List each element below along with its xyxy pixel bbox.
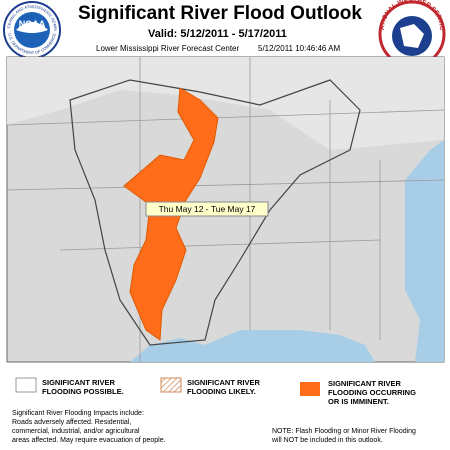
impacts-text: commercial, industrial, and/or agricultu… (12, 428, 140, 435)
legend-text: FLOODING POSSIBLE. (42, 387, 124, 396)
period-label-box (145, 201, 269, 217)
borders (6, 57, 445, 362)
impacts-text: Roads adversely affected. Residential, (12, 419, 132, 426)
legend-text: FLOODING LIKELY. (187, 387, 256, 396)
legend-text: SIGNIFICANT RIVER (328, 379, 401, 388)
center: Lower Mississippi River Forecast Center (96, 44, 240, 53)
legend-swatch-occurring (300, 382, 320, 396)
gulf (130, 330, 375, 362)
legend-text: SIGNIFICANT RIVER (42, 378, 115, 387)
legend-text: FLOODING OCCURRING (328, 388, 416, 397)
impacts-text: areas affected. May require evacuation o… (12, 437, 166, 444)
title: Significant River Flood Outlook (78, 3, 362, 24)
note-text: will NOT be included in this outlook. (272, 437, 383, 444)
legend-text: OR IS IMMINENT. (328, 397, 389, 406)
note-text: NOTE: Flash Flooding or Minor River Floo… (272, 428, 416, 435)
outside-region (7, 57, 444, 150)
map: Thu May 12 - Tue May 17 (6, 56, 445, 363)
legend-text: SIGNIFICANT RIVER (187, 378, 260, 387)
valid: Valid: 5/12/2011 - 5/17/2011 (148, 28, 287, 40)
legend-swatch-likely (160, 377, 182, 393)
atlantic (405, 140, 444, 362)
legend-swatch-possible (15, 377, 37, 393)
rfc-boundary (69, 79, 361, 346)
noaa-logo: NOAA NATIONAL OCEANIC AND ATMOSPHERIC AD… (0, 0, 61, 59)
impacts-text: Significant River Flooding Impacts inclu… (12, 410, 144, 417)
noaa-text: NOAA (19, 19, 46, 29)
period-label: Thu May 12 - Tue May 17 (159, 204, 256, 214)
issued: 5/12/2011 10:46:46 AM (258, 44, 341, 53)
